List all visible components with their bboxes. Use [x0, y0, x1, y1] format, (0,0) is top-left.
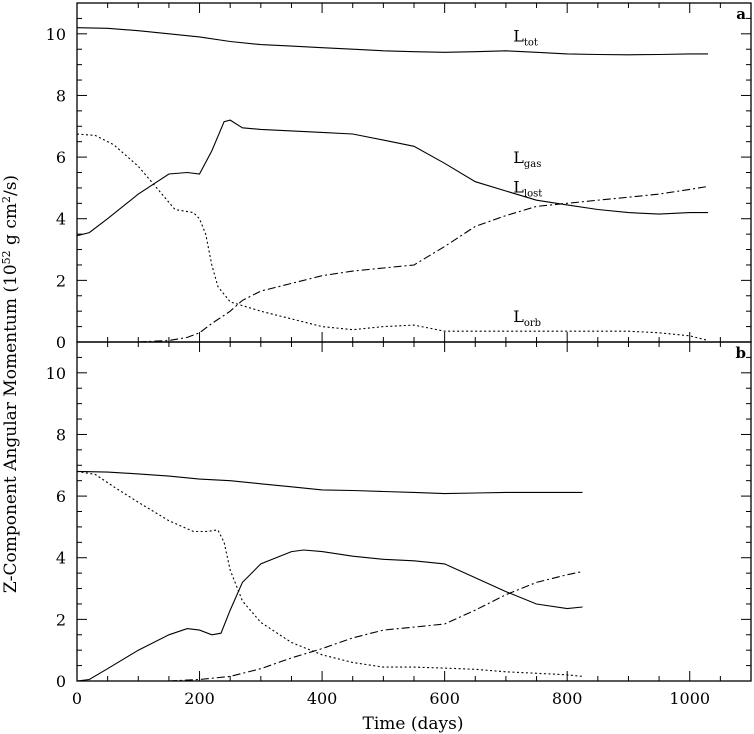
series-line-lost: [138, 185, 709, 343]
x-tick-label: 800: [552, 689, 583, 708]
curve-label-gas: Lgas: [513, 148, 541, 170]
x-tick-label: 600: [429, 689, 460, 708]
y-axis-title: Z-Component Angular Momentum (1052 g cm2…: [0, 175, 21, 593]
y-tick-label: 0: [56, 333, 66, 352]
panels-layer: 0 2 4 6 8 10 a Ltot Lgas Llost Lorb 0 2 4 6 8 10 0 200 400 6…: [46, 2, 752, 708]
x-tick-label: 400: [307, 689, 338, 708]
x-tick-label: 200: [184, 689, 215, 708]
series-line-gas: [76, 119, 709, 237]
x-axis-title: Time (days): [363, 714, 464, 734]
series-line-gas: [76, 549, 583, 682]
y-tick-label: 4: [56, 210, 66, 229]
y-tick-label: 6: [56, 148, 66, 167]
panel-a: 0 2 4 6 8 10 a Ltot Lgas Llost Lorb: [46, 2, 752, 352]
series-line-tot: [76, 470, 583, 495]
y-tick-label: 2: [56, 271, 66, 290]
series-line-tot: [76, 27, 709, 56]
y-tick-label: 10: [46, 364, 66, 383]
y-tick-label: 8: [56, 425, 66, 444]
y-tick-label: 2: [56, 610, 66, 629]
series-line-orb: [76, 133, 709, 342]
curve-label-tot: Ltot: [513, 26, 538, 48]
curve-label-lost: Llost: [513, 177, 542, 199]
panel-a-frame: [76, 2, 752, 343]
x-tick-label: 1000: [669, 689, 710, 708]
y-tick-label: 10: [46, 25, 66, 44]
y-tick-label: 4: [56, 549, 66, 568]
x-tick-label: 0: [72, 689, 82, 708]
panel-b-frame: [76, 341, 752, 682]
panel-letter: a: [736, 5, 746, 23]
curve-label-orb: Lorb: [513, 307, 541, 329]
series-line-lost: [168, 571, 583, 682]
y-tick-label: 0: [56, 672, 66, 691]
y-tick-label: 6: [56, 487, 66, 506]
panel-b: 0 2 4 6 8 10 0 200 400 600 800 1000 b: [46, 341, 752, 708]
panel-letter: b: [736, 344, 747, 362]
y-tick-label: 8: [56, 86, 66, 105]
